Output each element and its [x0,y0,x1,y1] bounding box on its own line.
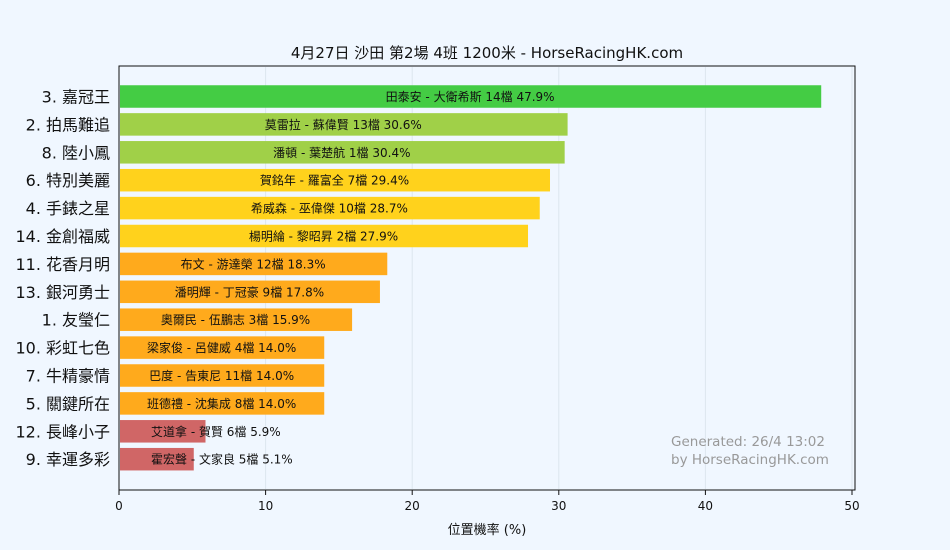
bar [120,224,529,248]
bar-label: 布文 - 游達榮 12檔 18.3% [181,256,326,271]
watermark-site: by HorseRacingHK.com [671,452,829,468]
plot-area [118,65,856,491]
bar [120,113,568,136]
bar-label: 班德禮 - 沈集成 8檔 14.0% [147,396,296,411]
category-labels: 3. 嘉冠王 2. 拍馬難追 8. 陸小鳳 6. 特別美麗 4. 手錶之星 14. 金創福… [15,88,110,470]
horse-label: 4. 手錶之星 [26,199,110,218]
horse-label: 10. 彩虹七色 [15,339,110,358]
horse-label: 8. 陸小鳳 [42,143,110,162]
bar-label: 霍宏聲 - 文家良 5檔 5.1% [151,452,293,467]
bar [120,364,325,387]
bar [120,392,325,415]
x-tick-label: 0 [115,499,123,513]
bar-label: 田泰安 - 大衛希斯 14檔 47.9% [386,89,555,104]
chart-title: 4月27日 沙田 第2場 4班 1200米 - HorseRacingHK.co… [291,44,683,62]
bar-label: 希威森 - 巫偉傑 10檔 28.7% [251,201,408,216]
bar-label: 賀銘年 - 羅富全 7檔 29.4% [260,173,409,188]
bar [120,168,551,192]
bar [120,336,325,359]
bars [120,85,822,471]
bar [120,420,206,443]
gridlines [265,67,853,489]
bar-labels: 田泰安 - 大衛希斯 14檔 47.9% 莫雷拉 - 蘇偉賢 13檔 30.6% 潘… [147,89,555,467]
x-tick-label: 20 [405,499,420,513]
bar [120,447,194,471]
bar [120,196,540,220]
watermark-generated: Generated: 26/4 13:02 [671,434,825,450]
horse-label: 12. 長峰小子 [15,422,110,441]
x-tick-label: 30 [551,499,566,513]
x-axis-ticks: 0 10 20 30 40 50 [115,490,860,513]
x-tick-label: 50 [844,499,859,513]
bar [120,252,388,276]
horse-label: 7. 牛精豪情 [26,367,110,386]
bar [120,85,822,108]
bar-label: 梁家俊 - 呂健威 4檔 14.0% [147,340,296,355]
horse-label: 1. 友瑩仁 [42,311,110,330]
horse-label: 14. 金創福威 [15,227,110,246]
x-tick-label: 10 [258,499,273,513]
horse-label: 5. 關鍵所在 [26,394,110,413]
horse-label: 13. 銀河勇士 [15,283,110,302]
bar-label: 莫雷拉 - 蘇偉賢 13檔 30.6% [265,117,422,132]
bar-label: 艾道拿 - 賀賢 6檔 5.9% [151,424,281,439]
x-axis-label: 位置機率 (%) [448,522,527,538]
bar-label: 潘明輝 - 丁冠豪 9檔 17.8% [175,284,324,299]
bar [120,141,565,164]
horse-label: 3. 嘉冠王 [42,88,110,107]
horse-label: 2. 拍馬難追 [26,115,110,134]
bar-label: 巴度 - 告東尼 11檔 14.0% [149,368,294,383]
horse-label: 9. 幸運多彩 [26,450,110,469]
bar-label: 楊明綸 - 黎昭昇 2檔 27.9% [249,229,398,244]
bar-label: 潘頓 - 葉楚航 1檔 30.4% [273,145,410,160]
horse-label: 6. 特別美麗 [26,171,110,190]
bar [120,280,380,304]
x-tick-label: 40 [698,499,713,513]
horse-label: 11. 花香月明 [15,255,110,274]
bar-label: 奧爾民 - 伍鵬志 3檔 15.9% [161,313,310,327]
bar [120,308,353,331]
